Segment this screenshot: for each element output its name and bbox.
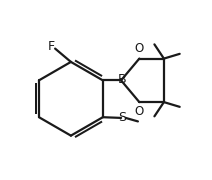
Text: O: O (134, 42, 144, 55)
Text: O: O (134, 105, 144, 118)
Text: S: S (118, 111, 126, 124)
Text: B: B (117, 73, 126, 87)
Text: F: F (47, 40, 54, 53)
